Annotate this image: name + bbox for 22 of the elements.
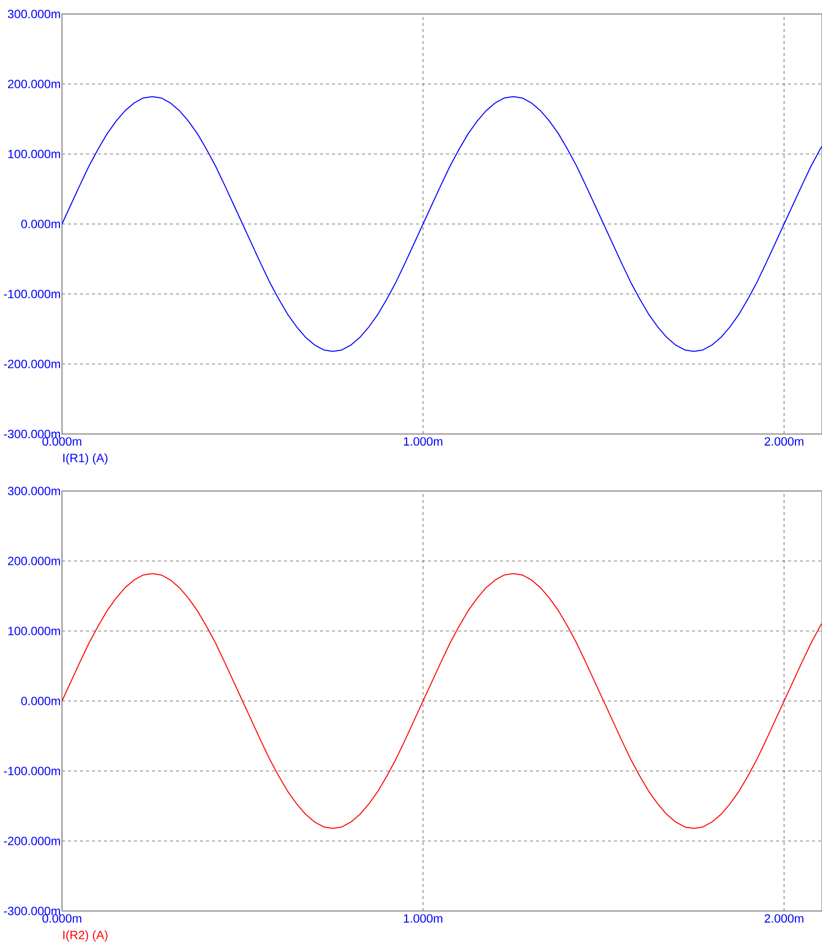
- y-tick-label: -100.000m: [4, 290, 60, 298]
- x-tick-label: 2.000m: [764, 437, 804, 446]
- text: I(R1) (A): [63, 453, 108, 465]
- y-tick-label: -300.000m: [4, 906, 60, 916]
- y-tick-label: -200.000m: [4, 360, 60, 368]
- y-tick-label: -200.000m: [4, 836, 60, 846]
- y-tick-label: 300.000m: [8, 486, 60, 496]
- x-tick-label: 0.000m: [42, 437, 82, 446]
- y-tick-label: 100.000m: [8, 150, 60, 158]
- x-tick-label: 0.000m: [42, 914, 82, 923]
- x-tick-label: 1.000m: [404, 914, 442, 923]
- y-tick-label: 0.000m: [21, 220, 60, 228]
- y-tick-label: 200.000m: [8, 556, 60, 566]
- y-tick-label: 100.000m: [8, 626, 60, 636]
- text: I(R2) (A): [63, 930, 108, 942]
- y-tick-label: -100.000m: [4, 766, 60, 776]
- y-tick-label: 0.000m: [21, 696, 60, 706]
- y-tick-label: 200.000m: [8, 80, 60, 88]
- y-tick-label: -300.000m: [4, 430, 60, 438]
- x-tick-label: 2.000m: [764, 914, 804, 923]
- y-tick-label: 300.000m: [8, 10, 60, 18]
- x-tick-label: 1.000m: [404, 437, 442, 446]
